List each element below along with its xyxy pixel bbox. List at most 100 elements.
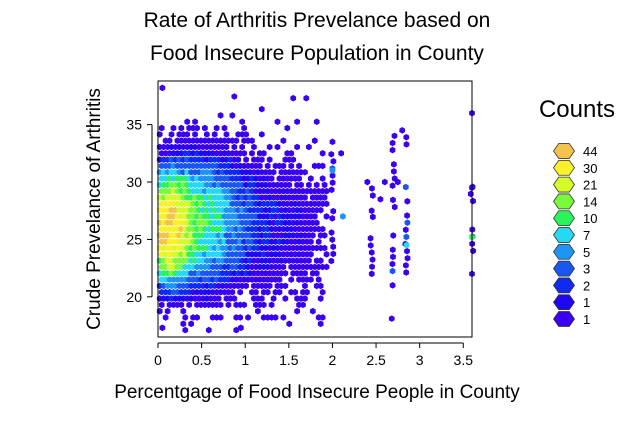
hexbin-cell (288, 150, 295, 157)
hexbin-cell (225, 301, 232, 309)
legend-swatch (553, 193, 575, 210)
hexbin-cell (377, 195, 384, 203)
hexbin-cell (308, 276, 314, 283)
hexbin-cell (317, 282, 324, 290)
hexbin-cell (249, 150, 255, 157)
hexbin-cell (237, 314, 244, 321)
hexbin-cell (391, 203, 398, 211)
hexbin-cell (286, 320, 293, 328)
y-tick-label: 20 (126, 289, 142, 305)
y-tick-label: 30 (126, 174, 142, 190)
hexbin-cell (258, 131, 265, 138)
hexbin-cell (391, 132, 398, 140)
hexbin-cell (294, 307, 300, 315)
hexbin-cell (319, 162, 326, 170)
hexbin-cell (217, 314, 224, 321)
hexbin-cell (319, 225, 326, 233)
legend-label: 1 (583, 295, 590, 310)
y-axis: 20 25 30 35 (126, 117, 153, 305)
y-tick-label: 25 (126, 231, 142, 247)
hexbin-cell (276, 288, 283, 296)
legend-label: 30 (583, 161, 597, 176)
hexbin-cell (274, 143, 281, 151)
hexbin-cell (389, 260, 396, 268)
hexbin-cell (192, 118, 198, 126)
hexbin-cell (194, 314, 200, 321)
hexbin-cell (215, 295, 222, 302)
x-tick-label: 1.5 (279, 352, 299, 368)
hexbin-cell (403, 269, 410, 276)
legend-swatch (553, 176, 575, 193)
hexbin-cell (286, 181, 293, 189)
hexbin-cell (290, 94, 297, 102)
hexbin-cell (251, 143, 257, 151)
hexbin-cell (315, 238, 322, 246)
hexbin-cell (367, 234, 374, 242)
hexbin-cell (328, 150, 335, 158)
hexbin-cell (235, 156, 242, 163)
hexbin-cell (319, 314, 326, 321)
hexbin-cell (294, 118, 300, 126)
hexbin-cell (391, 161, 397, 168)
x-tick-label: 3.5 (454, 352, 474, 368)
hexbin-cell (182, 326, 189, 334)
hexbin-cell (217, 301, 224, 309)
hexbin-cell (389, 246, 396, 254)
hexbin-cell (184, 118, 191, 126)
hexbin-cell (282, 295, 289, 302)
hexbin-cell (239, 118, 246, 126)
hexbin-cell (260, 301, 267, 309)
hexbin-cell (321, 194, 328, 201)
hexbin-cell (321, 232, 328, 239)
x-axis: 0 0.5 1 1.5 2 2.5 3 3.5 (154, 342, 474, 368)
hexbin-cell (270, 168, 277, 176)
hexbin-cell (238, 324, 244, 332)
hexbin-cell (323, 263, 330, 271)
hexbin-cell (319, 175, 326, 182)
hexbin-cell (395, 178, 401, 186)
hexbin-cell (258, 105, 265, 113)
hexbin-cell (389, 282, 396, 289)
hexbin-cell (302, 282, 308, 290)
legend-label: 10 (583, 211, 597, 226)
legend-title: Counts (539, 96, 615, 123)
legend-entry: 14 (553, 193, 597, 210)
hexbin-cell (402, 226, 409, 234)
hexbin-cell (159, 324, 166, 332)
chart-title-line-2: Food Insecure Population in County (150, 42, 484, 65)
hexbin-cell (302, 269, 308, 277)
hexbin-cell (243, 282, 249, 290)
hexbin-cell (388, 315, 395, 322)
hexbin-cell (302, 168, 308, 176)
hexbin-cell (368, 207, 375, 215)
hexbin-cell (309, 307, 316, 315)
hexbin-cell (233, 326, 240, 334)
hexbin-cell (329, 172, 336, 179)
hexbin-cell (308, 175, 314, 182)
hexbin-cell (205, 326, 212, 334)
hexbin-cell (369, 263, 375, 271)
legend-label: 2 (583, 278, 590, 293)
legend-entry: 7 (553, 227, 590, 243)
hexbin-cell (367, 242, 374, 249)
legend-swatch (553, 260, 575, 277)
legend-label: 44 (583, 144, 597, 159)
hexbin-cell (217, 112, 224, 119)
hexbin-cell (223, 131, 230, 138)
legend-entry: 1 (553, 311, 590, 327)
hexbin-cell (229, 112, 236, 119)
legend-swatch (553, 159, 575, 176)
hexbin-cell (369, 256, 376, 263)
hexbin-cell (241, 150, 247, 157)
hexbin-cell (328, 257, 335, 265)
x-tick-label: 3 (416, 352, 424, 368)
hexbin-cell (329, 167, 336, 174)
hexbin-cell (364, 178, 371, 186)
hexbin-cell (306, 143, 312, 151)
hexbin-cell (313, 118, 320, 126)
hexbin-cell (368, 249, 375, 256)
hexbin-cell (317, 206, 324, 214)
hexbin-cell (404, 198, 411, 205)
hexbin-cell (404, 254, 411, 262)
